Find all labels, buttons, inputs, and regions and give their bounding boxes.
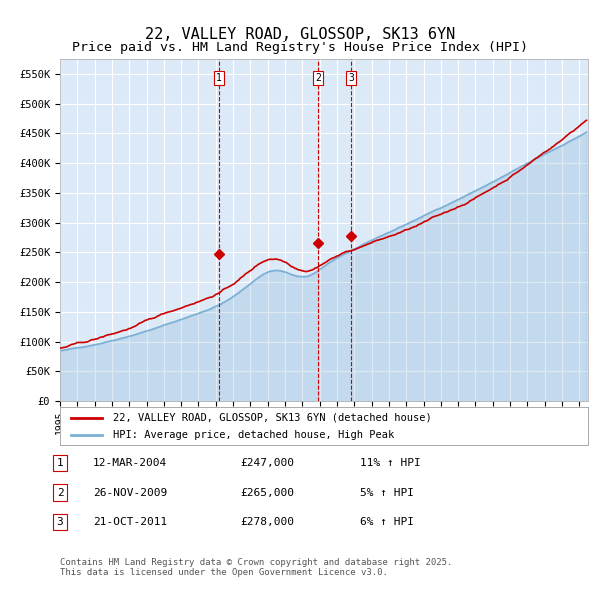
Text: 2: 2 (315, 73, 321, 83)
Text: Contains HM Land Registry data © Crown copyright and database right 2025.
This d: Contains HM Land Registry data © Crown c… (60, 558, 452, 577)
Text: 2: 2 (56, 488, 64, 497)
Text: £278,000: £278,000 (240, 517, 294, 527)
Text: 12-MAR-2004: 12-MAR-2004 (93, 458, 167, 468)
Text: 6% ↑ HPI: 6% ↑ HPI (360, 517, 414, 527)
Text: 26-NOV-2009: 26-NOV-2009 (93, 488, 167, 497)
Text: 5% ↑ HPI: 5% ↑ HPI (360, 488, 414, 497)
Text: 21-OCT-2011: 21-OCT-2011 (93, 517, 167, 527)
Text: Price paid vs. HM Land Registry's House Price Index (HPI): Price paid vs. HM Land Registry's House … (72, 41, 528, 54)
Text: 22, VALLEY ROAD, GLOSSOP, SK13 6YN (detached house): 22, VALLEY ROAD, GLOSSOP, SK13 6YN (deta… (113, 413, 431, 423)
Text: 11% ↑ HPI: 11% ↑ HPI (360, 458, 421, 468)
Text: 3: 3 (56, 517, 64, 527)
Text: £247,000: £247,000 (240, 458, 294, 468)
Text: 1: 1 (217, 73, 222, 83)
Text: 22, VALLEY ROAD, GLOSSOP, SK13 6YN: 22, VALLEY ROAD, GLOSSOP, SK13 6YN (145, 27, 455, 41)
Text: 3: 3 (348, 73, 354, 83)
Text: 1: 1 (56, 458, 64, 468)
Text: £265,000: £265,000 (240, 488, 294, 497)
Text: HPI: Average price, detached house, High Peak: HPI: Average price, detached house, High… (113, 430, 394, 440)
